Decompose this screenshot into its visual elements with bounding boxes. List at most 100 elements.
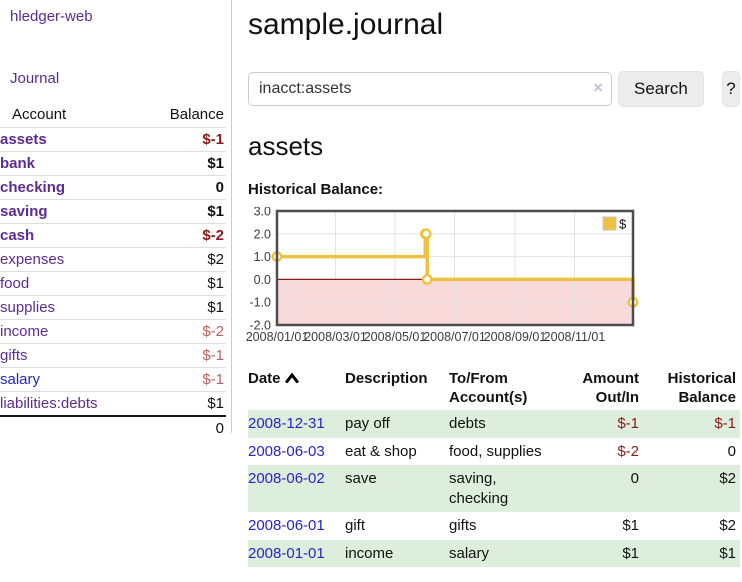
accounts-col-header-balance: Balance [169,106,224,123]
historical-balance-chart: 2008/01/01 2008/03/01 2008/05/01 2008/07/01… [242,204,740,347]
account-row: assets $-1 [0,127,226,152]
transaction-balance: $2 [719,470,736,488]
transaction-amount: $-1 [617,415,639,433]
account-link[interactable]: expenses [0,251,65,268]
transaction-description: pay off [345,415,390,433]
transaction-date-link[interactable]: 2008-12-31 [248,415,325,433]
svg-text:2008/01/01: 2008/01/01 [246,330,309,344]
account-row: food $1 [0,271,226,296]
transaction-balance: $1 [719,544,736,562]
account-balance: $1 [162,295,226,320]
svg-text:2.0: 2.0 [254,227,271,241]
account-balance: $2 [162,247,226,272]
account-link[interactable]: salary [0,371,41,388]
transaction-description: income [345,544,394,562]
transaction-amount: 0 [630,470,639,488]
account-row: gifts $-1 [0,343,226,368]
chart-heading: Historical Balance: [248,180,384,198]
account-balance: $-2 [162,223,226,248]
transaction-date-link[interactable]: 2008-06-03 [248,442,325,460]
account-balance: $1 [162,199,226,224]
svg-text:2008/07/01: 2008/07/01 [423,330,486,344]
register-col-header-accounts: To/From Account(s) [449,369,528,406]
chart-svg: 2008/01/012008/03/012008/05/012008/07/01… [246,204,639,344]
transaction-balance: $2 [719,517,736,535]
search-input[interactable] [248,72,612,106]
transaction-description: save [345,470,377,488]
transaction-accounts: gifts [449,517,477,535]
account-link[interactable]: assets [0,131,47,148]
svg-text:3.0: 3.0 [254,207,271,219]
account-balance: 0 [162,175,226,200]
account-balance: $1 [162,151,226,176]
sort-ascending-icon [284,370,299,389]
account-link[interactable]: supplies [0,299,56,316]
account-link[interactable]: food [0,275,30,292]
register-col-header-date[interactable]: Date [248,367,345,411]
account-row: expenses $2 [0,247,226,272]
account-row: checking 0 [0,175,226,200]
app-brand-link[interactable]: hledger-web [10,8,93,25]
svg-text:2008/11/01: 2008/11/01 [544,330,606,344]
account-link[interactable]: saving [0,203,48,220]
account-balance: $1 [162,391,226,416]
register-row: 2008-06-02 save saving, checking 0 $2 [248,465,740,513]
sidebar-item-journal[interactable]: Journal [10,70,60,87]
transaction-date-link[interactable]: 2008-06-02 [248,470,325,488]
account-balance: $-1 [162,343,226,368]
account-link[interactable]: income [0,323,49,340]
transaction-balance: 0 [727,442,736,460]
accounts-balance-table: Account Balance assets $-1 bank $1 checking 0… [0,102,226,440]
sidebar: hledger-web Journal Account Balance asse… [0,0,232,440]
page-title: sample.journal [248,8,444,41]
account-link[interactable]: liabilities:debts [0,395,98,412]
register-col-header-balance: Historical Balance [667,369,736,406]
search-bar: × Search ? [248,71,740,107]
transaction-amount: $-2 [617,442,639,460]
register-row: 2008-06-03 eat & shop food, supplies $-2 0 [248,438,740,466]
clear-search-icon[interactable]: × [593,78,603,97]
account-balance: $-1 [162,367,226,392]
svg-text:2008/05/01: 2008/05/01 [364,330,427,344]
transaction-accounts: saving, checking [449,470,509,507]
svg-text:2008/09/01: 2008/09/01 [484,330,547,344]
account-row: income $-2 [0,319,226,344]
transaction-balance: $-1 [714,415,736,433]
accounts-total-value: 0 [162,415,226,440]
svg-text:-2.0: -2.0 [249,318,271,332]
svg-text:$: $ [619,216,627,231]
transaction-date-link[interactable]: 2008-01-01 [248,544,325,562]
transaction-accounts: salary [449,544,490,562]
search-button[interactable]: Search [618,71,704,107]
transaction-description: eat & shop [345,442,417,460]
register-col-header-date-label: Date [248,369,281,387]
accounts-total-row: 0 [0,415,226,440]
transaction-date-link[interactable]: 2008-06-01 [248,517,325,535]
register-row: 2008-12-31 pay off debts $-1 $-1 [248,410,740,438]
account-row: bank $1 [0,151,226,176]
register-row: 2008-01-01 income salary $1 $1 [248,539,740,568]
account-link[interactable]: checking [0,179,66,196]
account-link[interactable]: cash [0,227,35,244]
account-row: salary $-1 [0,367,226,392]
register-table: Date Description To/From Account(s) Amou… [248,367,740,568]
register-col-header-description: Description [345,369,428,387]
transaction-amount: $1 [622,544,639,562]
register-row: 2008-06-01 gift gifts $1 $2 [248,512,740,540]
account-link[interactable]: gifts [0,347,28,364]
account-balance: $-2 [162,319,226,344]
transaction-accounts: food, supplies [449,442,542,460]
svg-text:-1.0: -1.0 [249,296,271,310]
account-balance: $-1 [162,127,226,152]
main-content: sample.journal × Search ? assets Histori… [246,0,740,568]
svg-text:1.0: 1.0 [254,250,271,264]
svg-text:2008/03/01: 2008/03/01 [304,330,367,344]
account-balance: $1 [162,271,226,296]
account-row: liabilities:debts $1 [0,391,226,416]
account-heading: assets [248,131,324,161]
transaction-accounts: debts [449,415,486,433]
accounts-col-header-account: Account [12,106,67,123]
account-link[interactable]: bank [0,155,36,172]
transaction-description: gift [345,517,366,535]
help-button[interactable]: ? [721,71,740,107]
